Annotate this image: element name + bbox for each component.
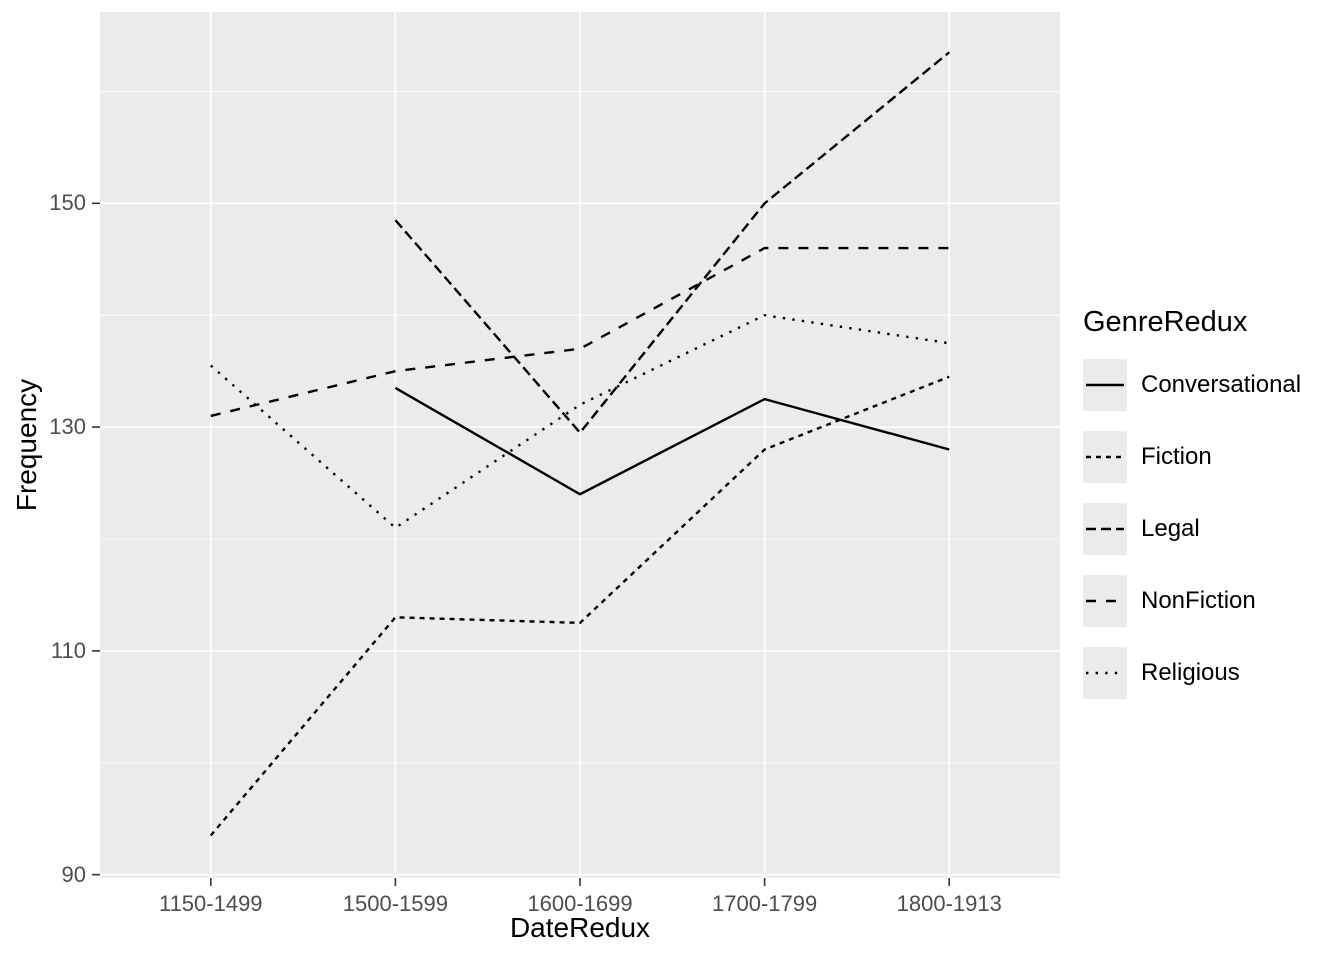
- x-tick-label: 1500-1599: [342, 891, 448, 916]
- x-axis-title: DateRedux: [509, 912, 651, 943]
- legend-item-nonfiction: NonFiction: [1083, 575, 1301, 627]
- legend-key-dotted-line-icon: [1083, 647, 1127, 699]
- y-tick-label: 130: [49, 414, 86, 440]
- legend-title: GenreRedux: [1083, 306, 1248, 338]
- x-tick-label: 1700-1799: [712, 891, 818, 916]
- legend-items: Conversational Fiction Legal NonFiction Reli…: [1083, 359, 1301, 699]
- legend-item-label: Conversational: [1141, 371, 1302, 398]
- legend-key-dashed-long-line-icon: [1083, 575, 1127, 627]
- legend-key-solid-line-icon: [1083, 359, 1127, 411]
- x-tick-label: 1150-1499: [158, 891, 263, 916]
- y-tick-label: 90: [61, 861, 86, 887]
- legend-item-label: NonFiction: [1141, 587, 1256, 614]
- x-tick-label: 1600-1699: [527, 891, 633, 916]
- series-line-fiction: [209, 375, 950, 837]
- y-tick-label: 110: [50, 637, 86, 663]
- legend-key-dashed-short-line-icon: [1083, 431, 1127, 483]
- legend-item-fiction: Fiction: [1083, 431, 1301, 483]
- x-tick-label: 1800-1913: [896, 891, 1002, 916]
- legend-item-religious: Religious: [1083, 647, 1301, 699]
- y-tick-label: 150: [49, 190, 86, 216]
- legend: GenreRedux Conversational Fiction Legal Non…: [1083, 306, 1301, 719]
- y-axis-title: Frequency: [11, 378, 42, 512]
- legend-item-label: Religious: [1141, 659, 1240, 686]
- legend-item-label: Fiction: [1141, 443, 1212, 470]
- series-line-conversational: [394, 386, 950, 496]
- legend-key-dashed-medium-line-icon: [1083, 503, 1127, 555]
- legend-item-label: Legal: [1141, 515, 1200, 542]
- legend-item-conversational: Conversational: [1083, 359, 1301, 411]
- legend-item-legal: Legal: [1083, 503, 1301, 555]
- series-line-legal: [394, 51, 950, 435]
- series-line-nonfiction: [210, 246, 950, 418]
- series-line-religious: [209, 313, 950, 530]
